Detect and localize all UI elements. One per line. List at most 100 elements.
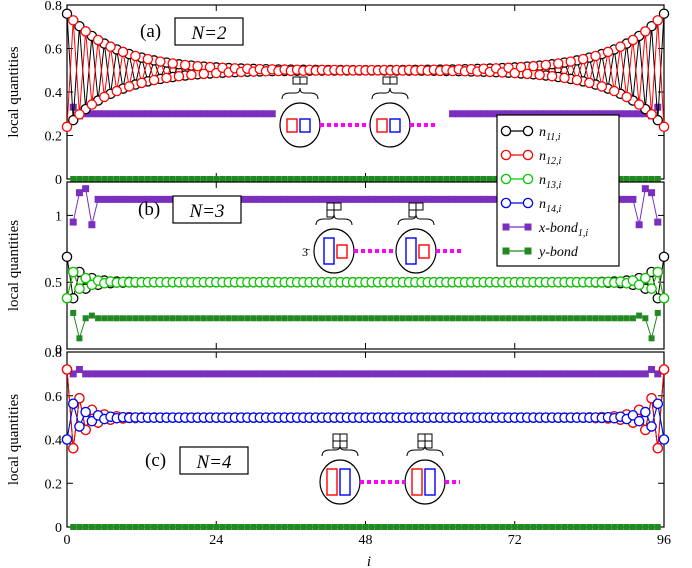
x-bond-point (287, 195, 295, 203)
x-bond-point (107, 370, 115, 378)
x-bond-point (119, 195, 127, 203)
x-bond-point (218, 370, 226, 378)
y-bond-point (493, 176, 500, 182)
x-bond-point (380, 195, 388, 203)
x-bond-point (648, 366, 656, 373)
legend-marker (502, 247, 510, 255)
x-bond-point (616, 195, 624, 203)
legend-entry-base: n (539, 125, 546, 140)
x-bond-point (623, 370, 631, 378)
y-bond-point (580, 524, 587, 530)
box-blue (299, 118, 311, 133)
y-bond-point (524, 315, 531, 322)
y-bond-point (642, 176, 649, 182)
x-bond-point (635, 370, 643, 378)
box-blue (389, 118, 401, 133)
x-bond-point (380, 370, 388, 378)
x-bond-point (100, 110, 108, 118)
y-bond-point (294, 524, 301, 530)
n12-point (521, 68, 533, 80)
x-bond-point (131, 195, 139, 203)
y-tick-label: 0.6 (45, 390, 63, 405)
y-axis-label: local quantities (6, 220, 22, 311)
y-bond-point (318, 315, 325, 322)
x-bond-point (88, 370, 96, 378)
y-bond-point (636, 176, 643, 182)
y-bond-point (424, 315, 431, 322)
x-bond-point (486, 195, 494, 203)
n12-point (652, 442, 664, 454)
n14-point (80, 406, 91, 418)
y-bond-point (592, 524, 599, 530)
x-bond-point (69, 370, 77, 378)
y-bond-point (325, 524, 332, 530)
inset-site (313, 202, 355, 274)
y-bond-point (182, 176, 189, 182)
x-bond-point (523, 370, 531, 378)
y-bond-point (119, 176, 126, 182)
y-bond-point (256, 176, 263, 182)
young-box (389, 76, 398, 85)
y-bond-point (231, 315, 238, 322)
y-bond-point (654, 176, 661, 182)
x-bond-point (455, 110, 463, 118)
y-bond-point (486, 315, 493, 322)
x-bond-point (585, 370, 593, 378)
y-bond-point (225, 176, 232, 182)
y-bond-point (592, 315, 599, 322)
y-bond-point (182, 315, 189, 322)
y-bond-point (623, 315, 630, 322)
x-bond-point (274, 370, 282, 378)
n12-point (528, 60, 539, 72)
y-bond-point (88, 524, 95, 530)
x-bond-point (194, 370, 202, 378)
y-bond-point (586, 524, 593, 530)
x-bond-point (511, 110, 519, 118)
n-box-label: N=3 (189, 201, 225, 222)
x-bond-point (411, 370, 419, 378)
legend-entry-label: n14,i (539, 197, 562, 215)
y-bond-point (343, 524, 350, 530)
y-bond-point (598, 315, 605, 322)
y-bond-point (107, 315, 114, 322)
x-bond-point (299, 370, 307, 378)
box-blue (405, 237, 417, 265)
legend-entry-base: x-bond (538, 221, 579, 236)
legend-marker (500, 125, 512, 137)
x-bond-point (268, 195, 276, 203)
y-bond-point (107, 524, 114, 530)
y-tick-label: 0.6 (45, 43, 63, 58)
x-bond-point (511, 370, 519, 378)
x-bond-point (480, 110, 488, 118)
y-bond-point (163, 176, 170, 182)
x-bond-point (131, 110, 139, 118)
x-bond-point (629, 370, 637, 378)
x-bond-point (281, 370, 289, 378)
n12-point (540, 59, 552, 71)
x-bond-point (592, 110, 600, 118)
y-bond-point (244, 315, 251, 322)
x-bond-point (94, 110, 102, 118)
y-bond-point (256, 524, 263, 530)
y-bond-point (157, 315, 164, 322)
x-bond-point (442, 370, 450, 378)
y-bond-point (437, 176, 444, 182)
y-bond-point (443, 524, 450, 530)
x-bond-point (430, 370, 438, 378)
y-bond-point (70, 524, 77, 530)
x-bond-point (75, 366, 83, 373)
y-bond-point (611, 315, 618, 322)
x-bond-point (181, 110, 189, 118)
panel-b: 0 0.5 1 local quantities (b) N=3 3̄ (6, 181, 670, 358)
young-box (332, 440, 341, 449)
x-bond-point (113, 110, 121, 118)
y-bond-point (269, 524, 276, 530)
legend-marker (522, 125, 534, 137)
y-bond-point (95, 524, 102, 530)
n12-point (161, 72, 172, 84)
x-bond-point (156, 195, 164, 203)
y-bond-point (207, 176, 214, 182)
n13-point (80, 272, 91, 284)
x-bond-point (536, 370, 544, 378)
x-bond-point (181, 370, 189, 378)
